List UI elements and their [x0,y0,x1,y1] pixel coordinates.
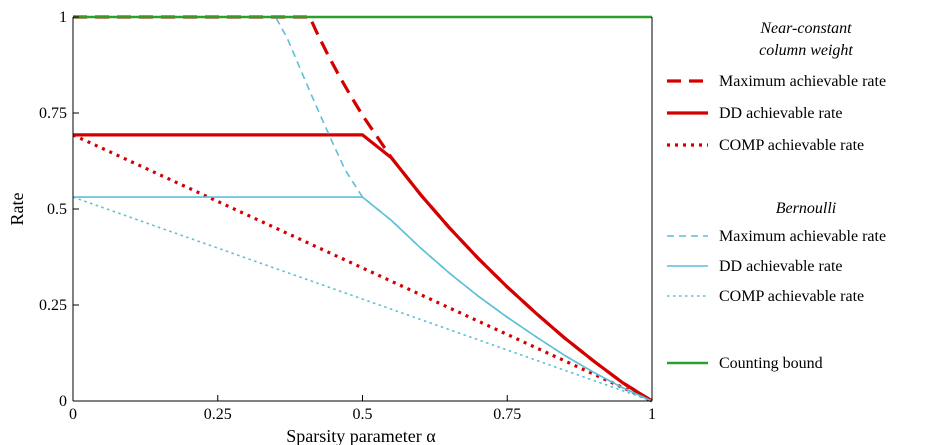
y-tick-label-0: 0 [59,393,67,410]
plot-area [72,15,653,403]
x-tick-label-1: 0.25 [204,406,232,423]
legend: Near-constant column weight Maximum achiev… [667,20,886,372]
legend-label: COMP achievable rate [719,137,864,154]
series-line-4 [73,196,653,402]
y-tick-label-4: 1 [59,9,67,26]
legend-label: COMP achievable rate [719,288,864,305]
series-line-5 [72,196,653,402]
axes: 0 0.25 0.5 0.75 1 0 0.25 0.5 0.75 1 [39,9,656,423]
legend-group-title: Bernoulli [776,200,836,217]
x-axis-label: Sparsity parameter α [286,426,436,445]
series-line-1 [73,133,653,403]
legend-label: DD achievable rate [719,105,842,122]
legend-label: Maximum achievable rate [719,228,886,245]
legend-label: Counting bound [719,355,823,372]
x-tick-label-2: 0.5 [353,406,373,423]
y-tick-label-2: 0.5 [47,201,67,218]
y-axis-label: Rate [7,193,27,226]
y-tick-label-3: 0.75 [39,105,67,122]
series-line-3 [73,16,653,402]
series-line-0 [73,15,653,403]
x-tick-label-3: 0.75 [493,406,521,423]
x-tick-label-4: 1 [648,406,656,423]
y-tick-label-1: 0.25 [39,297,67,314]
x-tick-label-0: 0 [69,406,77,423]
legend-label: Maximum achievable rate [719,73,886,90]
series-line-2 [72,133,653,403]
legend-group-title: Near-constant [759,20,852,37]
legend-group-title: column weight [759,42,853,59]
legend-label: DD achievable rate [719,258,842,275]
